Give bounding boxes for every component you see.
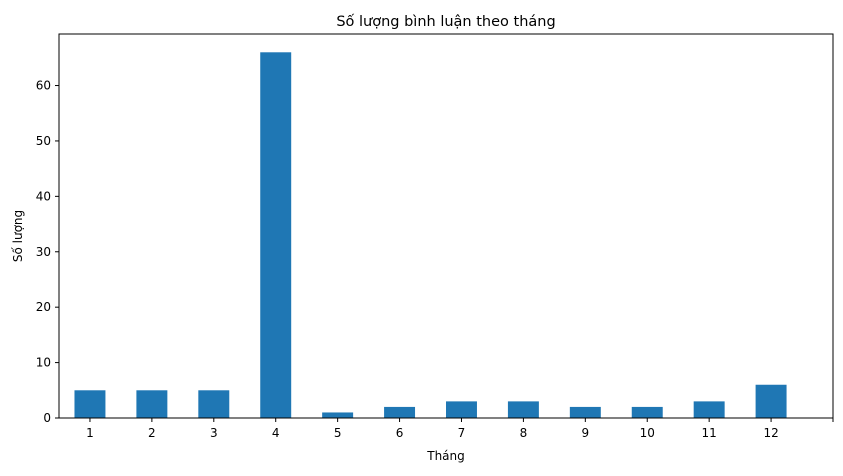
- plot-frame: [58, 33, 834, 419]
- x-tick-label: 11: [702, 426, 717, 440]
- bar-month-1: [74, 390, 106, 418]
- y-axis-label: Số lượng: [11, 210, 25, 262]
- y-tick-label: 20: [36, 300, 51, 314]
- x-tick-label: 3: [210, 426, 218, 440]
- bar-month-4: [260, 52, 292, 418]
- x-axis-label: Tháng: [426, 449, 465, 463]
- x-tick-label: 10: [640, 426, 655, 440]
- x-tick-label: 5: [334, 426, 342, 440]
- bar-month-9: [569, 406, 601, 418]
- x-tick-label: 4: [272, 426, 280, 440]
- chart-title: Số lượng bình luận theo tháng: [336, 13, 555, 30]
- x-tick-label: 12: [763, 426, 778, 440]
- bar-month-5: [322, 412, 354, 418]
- bar-month-11: [693, 401, 725, 418]
- bar-month-8: [507, 401, 539, 418]
- x-tick-label: 8: [520, 426, 528, 440]
- x-tick-label: 6: [396, 426, 404, 440]
- y-tick-label: 60: [36, 79, 51, 93]
- x-tick-label: 2: [148, 426, 156, 440]
- bar-month-7: [446, 401, 477, 418]
- y-axis-ticks: 0 10 20 30 40 50 60: [36, 79, 59, 425]
- x-tick-label: 9: [581, 426, 589, 440]
- bar-month-6: [384, 406, 416, 418]
- bar-month-10: [631, 406, 663, 418]
- y-tick-label: 30: [36, 245, 51, 259]
- x-tick-label: 1: [86, 426, 94, 440]
- x-tick-label: 7: [458, 426, 466, 440]
- bar-month-12: [755, 384, 787, 418]
- x-axis-ticks: 1 2 3 4 5 6 7 8 9 10 11 12: [86, 418, 834, 440]
- bars-group: [74, 52, 787, 418]
- y-tick-label: 10: [36, 356, 51, 370]
- y-tick-label: 0: [43, 411, 51, 425]
- y-tick-label: 40: [36, 189, 51, 203]
- y-tick-label: 50: [36, 134, 51, 148]
- bar-month-2: [136, 390, 168, 418]
- bar-month-3: [198, 390, 230, 418]
